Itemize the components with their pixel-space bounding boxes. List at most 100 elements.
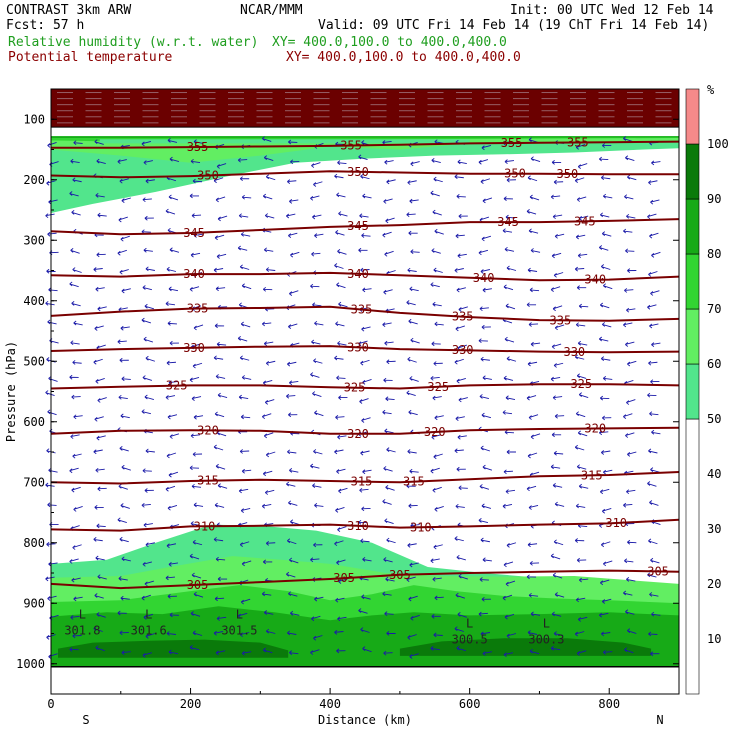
wind-vector [261, 591, 272, 597]
wind-vector [482, 557, 492, 563]
wind-vector [386, 631, 396, 636]
wind-vector [577, 163, 588, 169]
wind-vector [144, 303, 154, 310]
wind-vector [191, 213, 202, 219]
wind-vector [70, 615, 80, 620]
wind-vector [383, 466, 393, 472]
theta-contour-330 [50, 345, 680, 354]
wind-vector [263, 247, 274, 253]
wind-vector [336, 282, 346, 289]
theta-contour-340 [50, 271, 680, 282]
rh-band-80-upper [51, 136, 679, 138]
wind-vector [527, 361, 538, 367]
wind-vector [599, 488, 610, 495]
wind-vector [71, 394, 81, 400]
wind-vector [482, 651, 492, 656]
wind-vector [168, 471, 179, 478]
wind-vector [191, 483, 202, 489]
wind-vector [384, 159, 394, 165]
wind-vector [118, 216, 128, 223]
wind-vector [553, 631, 564, 636]
wind-vector [73, 506, 83, 512]
wind-vector [479, 394, 490, 399]
wind-vector [482, 197, 493, 204]
wind-vector [383, 289, 393, 295]
low-marker-value: 300.3 [528, 633, 564, 647]
theta-label: 330 [347, 340, 369, 354]
wind-vector [165, 575, 175, 581]
wind-vector [600, 264, 611, 270]
wind-vector [189, 553, 200, 560]
wind-vector [602, 283, 613, 290]
wind-vector [503, 196, 513, 201]
wind-vector [650, 557, 660, 564]
wind-vector [553, 272, 564, 278]
wind-vector [97, 486, 107, 492]
wind-vector [505, 214, 516, 220]
y-tick-label: 600 [23, 415, 45, 429]
wind-vector [576, 650, 587, 656]
wind-vector [192, 539, 203, 546]
wind-vector [121, 376, 131, 382]
wind-vector [553, 362, 564, 368]
wind-vector [382, 409, 392, 415]
wind-vector [263, 155, 274, 162]
wind-vector [625, 341, 635, 347]
theta-label: 355 [501, 136, 523, 150]
wind-vector [96, 252, 106, 258]
wind-vector [382, 231, 392, 238]
wind-vector [117, 339, 127, 345]
wind-vector [578, 577, 589, 583]
wind-vector [338, 301, 348, 308]
wind-vector [334, 173, 344, 179]
theta-label: 320 [584, 422, 606, 436]
wind-vector [481, 235, 492, 242]
wind-vector [623, 413, 633, 419]
wind-vector [623, 322, 633, 328]
wind-vector [262, 193, 273, 200]
wind-vector [238, 488, 249, 494]
wind-vector [141, 409, 151, 415]
wind-vector [335, 507, 345, 513]
wind-vector [121, 556, 131, 562]
wind-vector [456, 287, 466, 293]
wind-vector [69, 467, 79, 474]
wind-vector [119, 178, 129, 184]
wind-vector [193, 414, 204, 420]
wind-vector [95, 555, 105, 561]
wind-vector [409, 198, 419, 204]
wind-vector [431, 341, 441, 347]
wind-vector [432, 576, 442, 582]
wind-vector [241, 468, 252, 474]
wind-vector [481, 324, 491, 330]
wind-vector [69, 647, 79, 652]
low-marker-letter: L [236, 607, 243, 621]
wind-vector [312, 214, 322, 220]
wind-vector [96, 523, 106, 529]
wind-vector [334, 355, 344, 361]
wind-vector [599, 395, 610, 401]
wind-vector [335, 415, 345, 420]
wind-vector [625, 432, 635, 438]
wind-vector [406, 483, 416, 489]
wind-vector [216, 253, 227, 259]
wind-vector [287, 179, 297, 184]
wind-vector [213, 630, 224, 636]
wind-vector [145, 448, 155, 454]
wind-vector [314, 596, 324, 602]
wind-vector [650, 651, 660, 657]
wind-vector [45, 390, 55, 396]
wind-vector [313, 449, 323, 455]
wind-vector [649, 500, 659, 506]
wind-vector [577, 340, 588, 346]
wind-vector [47, 502, 57, 508]
wind-vector [600, 175, 611, 180]
wind-vector [262, 647, 273, 654]
wind-vector [382, 591, 392, 597]
wind-vector [624, 558, 634, 564]
wind-vector [70, 247, 80, 254]
wind-vector [336, 648, 346, 654]
wind-vector [623, 502, 633, 508]
wind-vector [217, 215, 228, 222]
wind-vector [627, 268, 637, 273]
